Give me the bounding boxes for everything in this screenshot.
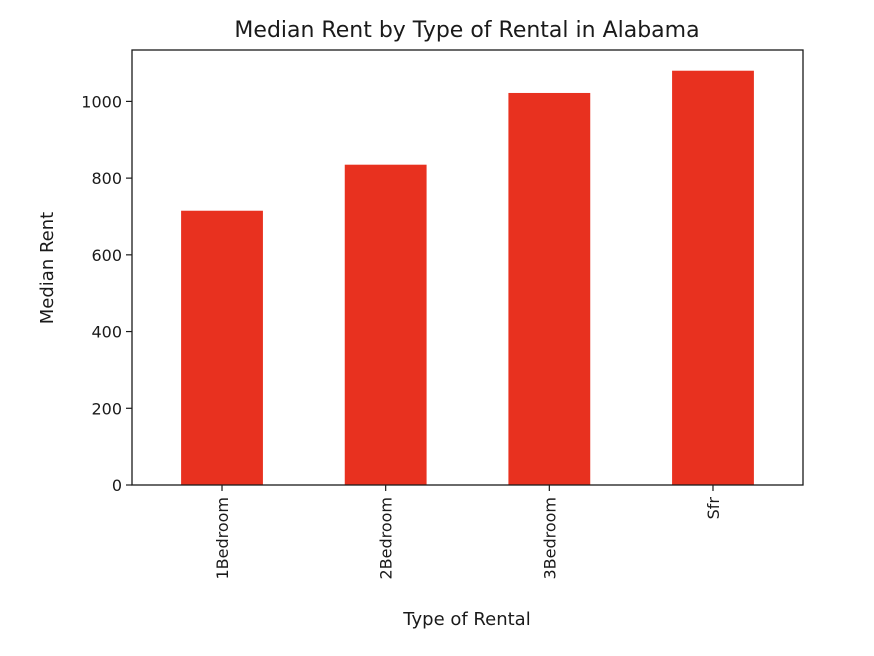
plot-frame: [131, 49, 804, 486]
y-tick-label: 200: [91, 399, 122, 418]
y-tick-label: 600: [91, 246, 122, 265]
bar-sfr: [672, 70, 754, 485]
y-tick-label: 1000: [81, 92, 122, 111]
y-tick-label: 400: [91, 323, 122, 342]
bar-2bedroom: [344, 164, 427, 485]
x-tick-label: 1Bedroom: [213, 497, 232, 580]
bar-1bedroom: [181, 210, 263, 485]
x-tick-label: 2Bedroom: [377, 497, 396, 580]
x-tick-label: 3Bedroom: [540, 497, 559, 580]
y-tick-label: 0: [112, 476, 122, 495]
y-axis-label: Median Rent: [37, 212, 58, 324]
y-axis-ticks: 0 200 400 600 800 1000: [81, 92, 132, 495]
bars-group: [181, 70, 754, 486]
x-axis-label: Type of Rental: [402, 609, 530, 630]
bar-3bedroom: [508, 92, 591, 486]
x-tick-label: Sfr: [704, 497, 723, 520]
y-tick-label: 800: [91, 169, 122, 188]
x-axis-ticks: 1Bedroom 2Bedroom 3Bedroom Sfr: [213, 485, 723, 580]
chart-title: Median Rent by Type of Rental in Alabama: [234, 18, 699, 43]
